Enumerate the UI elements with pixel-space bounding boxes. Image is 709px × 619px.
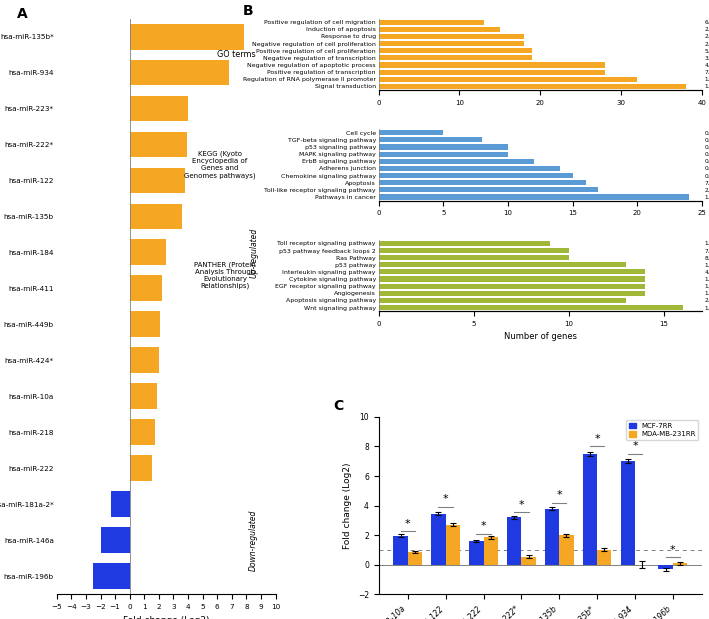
Bar xyxy=(379,298,626,303)
Bar xyxy=(379,152,508,157)
Text: *: * xyxy=(481,521,486,531)
Bar xyxy=(521,556,536,565)
Text: *: * xyxy=(632,441,638,451)
Bar xyxy=(379,255,569,260)
Bar xyxy=(379,277,645,282)
Bar xyxy=(130,168,185,193)
Bar xyxy=(379,188,598,193)
Legend: MCF-7RR, MDA-MB-231RR: MCF-7RR, MDA-MB-231RR xyxy=(626,420,698,440)
Bar xyxy=(379,63,605,67)
Bar xyxy=(379,158,534,164)
X-axis label: Number of genes: Number of genes xyxy=(504,332,577,342)
Bar xyxy=(379,180,586,185)
Bar xyxy=(379,241,549,246)
Bar xyxy=(130,204,182,230)
Bar xyxy=(379,291,645,296)
Bar xyxy=(545,509,559,565)
Bar xyxy=(507,517,521,565)
Bar xyxy=(379,55,532,61)
Text: B: B xyxy=(243,4,254,19)
Text: KEGG (Kyoto
Encyclopedia of
Genes and
Genomes pathways): KEGG (Kyoto Encyclopedia of Genes and Ge… xyxy=(184,151,256,179)
Bar xyxy=(620,461,635,565)
Bar xyxy=(379,84,686,89)
Bar xyxy=(93,563,130,589)
Bar xyxy=(379,27,500,32)
Bar xyxy=(130,456,152,481)
Text: *: * xyxy=(594,434,600,444)
Text: PANTHER (Protein
Analysis Through
Evolutionary
Relationships): PANTHER (Protein Analysis Through Evolut… xyxy=(194,261,256,290)
Bar xyxy=(379,284,645,288)
Bar xyxy=(431,514,446,565)
Bar xyxy=(379,248,569,253)
Bar xyxy=(379,269,645,274)
Text: *: * xyxy=(557,490,562,500)
Bar xyxy=(559,535,574,565)
Bar xyxy=(130,95,188,121)
Bar xyxy=(379,34,524,39)
Bar xyxy=(101,527,130,553)
Bar xyxy=(583,454,597,565)
Bar xyxy=(130,420,155,445)
Bar xyxy=(379,69,605,75)
Bar xyxy=(379,137,482,142)
Bar xyxy=(130,24,244,50)
Bar xyxy=(393,536,408,565)
Bar xyxy=(130,347,159,373)
Bar xyxy=(379,305,683,310)
Bar xyxy=(379,194,689,199)
Bar xyxy=(130,383,157,409)
Bar xyxy=(597,550,611,565)
Bar xyxy=(130,240,166,266)
Bar xyxy=(379,144,508,150)
Bar xyxy=(130,132,186,157)
Text: *: * xyxy=(443,495,449,504)
Y-axis label: Fold change (Log2): Fold change (Log2) xyxy=(343,462,352,549)
Bar xyxy=(379,173,573,178)
Bar xyxy=(379,48,532,53)
Text: *: * xyxy=(405,519,411,529)
Bar xyxy=(673,563,687,565)
Bar xyxy=(111,491,130,517)
Text: A: A xyxy=(17,7,28,21)
Text: GO terms: GO terms xyxy=(217,50,256,59)
Bar xyxy=(379,166,559,171)
Bar xyxy=(130,311,160,337)
Bar xyxy=(130,275,162,301)
Bar xyxy=(379,77,637,82)
Text: C: C xyxy=(333,399,344,413)
Text: Down-regulated: Down-regulated xyxy=(250,509,258,571)
Bar xyxy=(130,59,229,85)
Bar xyxy=(379,130,443,136)
X-axis label: Fold change (Log2): Fold change (Log2) xyxy=(123,615,209,619)
Bar xyxy=(379,41,524,46)
Bar xyxy=(379,20,484,25)
Bar xyxy=(469,541,484,565)
Bar xyxy=(379,262,626,267)
Text: *: * xyxy=(518,500,524,509)
Bar xyxy=(659,565,673,569)
Bar xyxy=(408,552,422,565)
Bar xyxy=(484,537,498,565)
Text: Up-regulated: Up-regulated xyxy=(250,227,258,277)
Bar xyxy=(446,525,460,565)
Text: *: * xyxy=(670,545,676,555)
